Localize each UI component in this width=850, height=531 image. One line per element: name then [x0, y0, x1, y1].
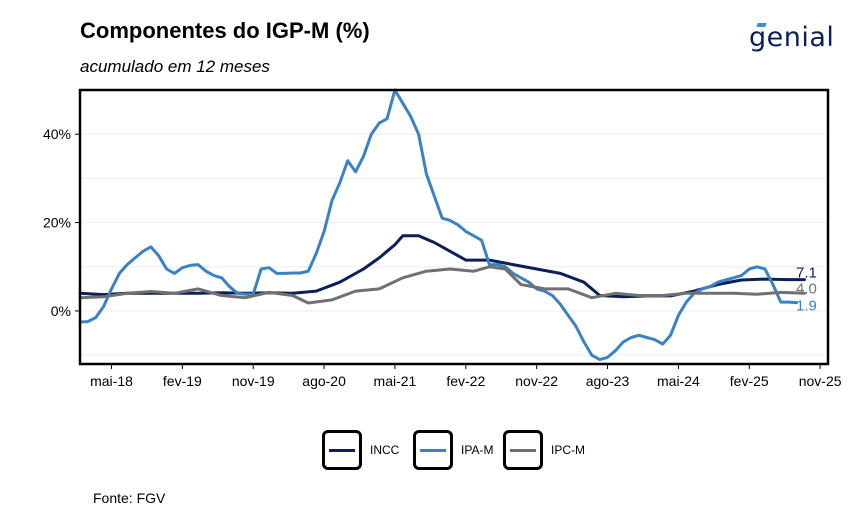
chart-subtitle: acumulado em 12 meses — [80, 57, 270, 76]
x-tick-label: fev-22 — [446, 373, 485, 389]
legend-item-ipc-m: IPC-M — [503, 430, 585, 470]
legend-label-incc: INCC — [370, 443, 400, 457]
x-tick-label: mai-18 — [90, 373, 133, 389]
x-tick-label: nov-22 — [515, 373, 558, 389]
source-note: Fonte: FGV — [93, 490, 166, 506]
end-label-ipam: 1.9 — [796, 298, 817, 315]
end-label-incc: 7.1 — [796, 265, 817, 282]
x-tick-label: ago-23 — [586, 373, 630, 389]
genial-logo: genial — [749, 22, 835, 53]
x-tick-label: nov-25 — [799, 373, 842, 389]
x-tick-label: ago-20 — [302, 373, 346, 389]
legend-label-ipc-m: IPC-M — [551, 443, 585, 457]
chart-title: Componentes do IGP-M (%) — [80, 18, 370, 43]
plot-border — [78, 88, 830, 366]
legend-label-ipa-m: IPA-M — [461, 443, 494, 457]
y-tick-label: 20% — [43, 215, 71, 231]
y-tick-label: 40% — [43, 126, 71, 142]
legend-key-ipc-m — [503, 430, 543, 470]
x-tick-label: nov-19 — [232, 373, 275, 389]
legend-key-incc — [322, 430, 362, 470]
x-tick-label: mai-21 — [374, 373, 417, 389]
x-tick-label: mai-24 — [657, 373, 700, 389]
x-tick-label: fev-19 — [163, 373, 202, 389]
end-label-ipcm: 4.0 — [796, 280, 817, 297]
legend-key-ipa-m — [413, 430, 453, 470]
series-line-ipcm — [78, 265, 806, 305]
legend-item-ipa-m: IPA-M — [413, 430, 493, 470]
series-line-ipam — [78, 88, 798, 362]
legend-item-incc: INCC — [322, 430, 399, 470]
y-tick-label: 0% — [51, 303, 71, 319]
x-tick-label: fev-25 — [730, 373, 769, 389]
